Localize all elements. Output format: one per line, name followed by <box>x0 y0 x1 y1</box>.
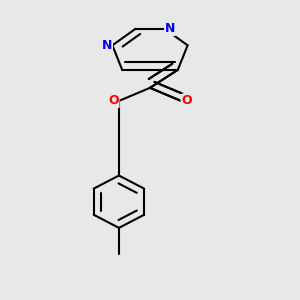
Text: O: O <box>181 94 192 107</box>
Text: O: O <box>108 94 119 107</box>
Text: N: N <box>165 22 175 35</box>
Text: N: N <box>102 39 112 52</box>
